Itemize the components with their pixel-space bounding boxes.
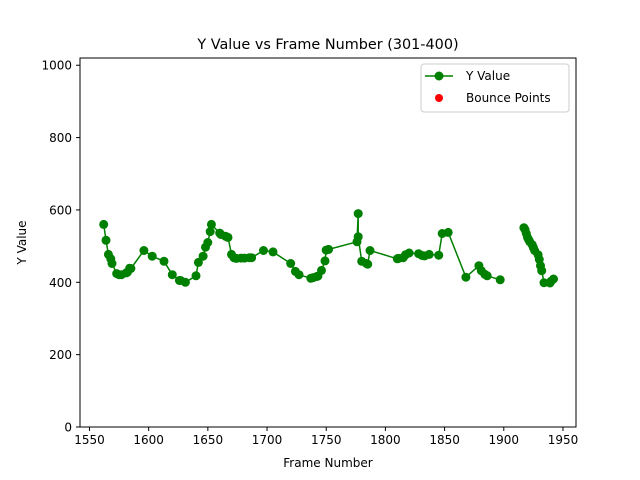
axes-frame: [79, 57, 577, 428]
y-axis-ticks: 0 200 400 600 800 1000: [41, 59, 80, 435]
chart-title: Y Value vs Frame Number (301-400): [196, 37, 458, 53]
x-tick-label: 1650: [193, 433, 224, 447]
data-point: [180, 277, 190, 287]
data-point: [203, 238, 213, 247]
y-tick-label: 200: [49, 348, 72, 362]
legend-label-y-value: Y Value: [465, 69, 510, 83]
data-point: [324, 244, 334, 254]
data-point: [461, 272, 471, 282]
plot-area: [99, 209, 558, 288]
data-point: [223, 232, 233, 242]
data-point: [286, 259, 296, 268]
data-point: [167, 270, 177, 280]
x-axis-label: Frame Number: [283, 456, 372, 470]
data-point: [404, 248, 414, 258]
data-point: [537, 266, 547, 276]
data-point: [317, 265, 326, 275]
y-tick-label: 0: [64, 421, 72, 435]
data-point: [193, 257, 203, 267]
y-tick-label: 600: [49, 203, 72, 217]
y-tick-label: 1000: [41, 59, 72, 73]
data-point: [139, 246, 149, 255]
x-tick-label: 1800: [370, 433, 401, 447]
data-point: [443, 227, 453, 237]
data-point: [205, 227, 215, 237]
data-point: [107, 259, 117, 268]
x-tick-label: 1750: [311, 433, 342, 447]
data-point: [294, 270, 304, 280]
data-point: [268, 247, 278, 257]
data-point: [247, 253, 257, 263]
legend-marker-swatch: [434, 71, 444, 81]
data-point: [259, 246, 268, 255]
data-point: [198, 251, 208, 261]
data-point: [159, 256, 169, 266]
legend-label-bounce-points: Bounce Points: [466, 91, 551, 105]
y-tick-label: 800: [49, 131, 72, 145]
x-tick-label: 1850: [429, 433, 460, 447]
data-point: [363, 259, 373, 269]
x-tick-label: 1550: [74, 433, 105, 447]
x-tick-label: 1950: [548, 433, 579, 447]
data-point: [101, 235, 111, 245]
data-point: [434, 250, 444, 260]
data-point: [549, 274, 558, 284]
legend: Y Value Bounce Points: [420, 63, 570, 113]
data-point: [126, 264, 136, 273]
data-point: [424, 249, 434, 259]
data-point: [206, 219, 216, 229]
data-point: [353, 232, 363, 242]
data-point: [99, 219, 109, 229]
x-tick-label: 1600: [133, 433, 164, 447]
data-point: [191, 271, 201, 281]
x-tick-label: 1700: [252, 433, 283, 447]
x-axis-ticks: 1550 1600 1650 1700 1750 1800 1850 1900 1950: [74, 427, 578, 447]
data-point: [482, 271, 492, 281]
legend-box: [420, 63, 570, 113]
data-point: [320, 256, 330, 266]
x-tick-label: 1900: [489, 433, 520, 447]
legend-bounce-swatch: [435, 94, 443, 102]
y-tick-label: 400: [49, 276, 72, 290]
data-point: [495, 275, 505, 285]
data-point: [147, 251, 157, 261]
data-point: [353, 209, 363, 219]
y-axis-label: Y Value: [15, 220, 29, 265]
data-point: [365, 246, 375, 255]
